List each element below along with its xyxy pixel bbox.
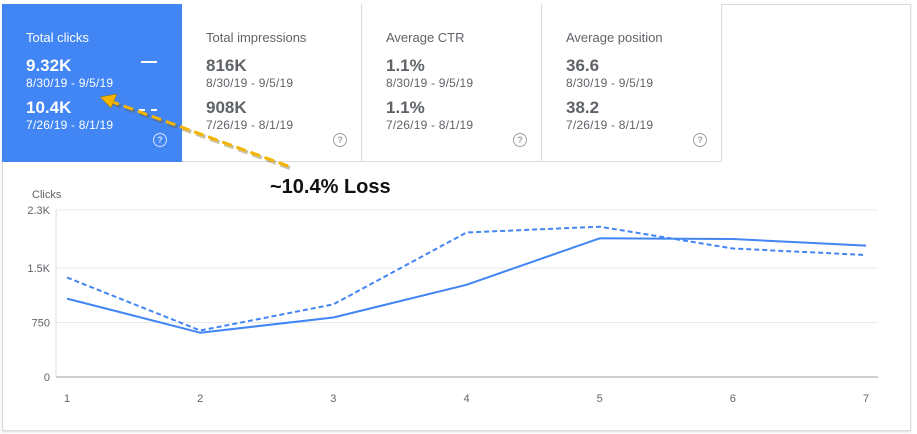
dashed-series-line: [66, 225, 867, 332]
card-label: Average CTR: [386, 30, 465, 45]
card-current-range: 8/30/19 - 9/5/19: [386, 76, 474, 90]
x-tick-labels: 1 2 3 4 5 6 7: [64, 393, 869, 405]
card-current-value: 9.32K: [26, 56, 72, 75]
x-tick-label: 1: [64, 393, 70, 405]
x-tick-label: 4: [463, 393, 469, 405]
card-total-impressions[interactable]: Total impressions 816K 8/30/19 - 9/5/19 …: [182, 4, 362, 162]
y-tick-label: 750: [32, 318, 50, 330]
card-previous-value: 38.2: [566, 98, 600, 117]
help-icon[interactable]: ?: [333, 133, 347, 147]
arrow-shaft: [109, 99, 289, 168]
help-icon[interactable]: ?: [513, 133, 527, 147]
card-label: Average position: [566, 30, 663, 45]
card-total-clicks[interactable]: Total clicks 9.32K 8/30/19 - 9/5/19 10.4…: [2, 4, 182, 162]
y-tick-label: 0: [44, 372, 50, 384]
card-label: Total clicks: [26, 30, 89, 45]
card-previous-value: 908K: [206, 98, 247, 117]
x-tick-label: 5: [597, 393, 603, 405]
card-previous-range: 7/26/19 - 8/1/19: [26, 118, 114, 132]
card-current-range: 8/30/19 - 9/5/19: [566, 76, 654, 90]
card-previous-range: 7/26/19 - 8/1/19: [566, 118, 654, 132]
x-tick-label: 2: [197, 393, 203, 405]
x-tick-label: 6: [730, 393, 736, 405]
card-current-range: 8/30/19 - 9/5/19: [206, 76, 294, 90]
dashed-line-legend: [139, 109, 157, 111]
loss-annotation: ~10.4% Loss: [270, 176, 391, 198]
y-tick-label: 2.3K: [27, 205, 50, 217]
help-icon[interactable]: ?: [693, 133, 707, 147]
x-tick-label: 7: [863, 393, 869, 405]
y-tick-labels: 0 750 1.5K 2.3K: [27, 205, 50, 384]
series-lines: [66, 225, 867, 334]
solid-series-line: [66, 237, 867, 334]
card-current-value: 816K: [206, 56, 247, 75]
card-average-ctr[interactable]: Average CTR 1.1% 8/30/19 - 9/5/19 1.1% 7…: [362, 4, 542, 162]
grid-lines: [55, 209, 878, 378]
loss-arrow: [99, 93, 291, 170]
card-previous-range: 7/26/19 - 8/1/19: [386, 118, 474, 132]
help-icon[interactable]: ?: [153, 133, 167, 147]
card-previous-value: 10.4K: [26, 98, 72, 117]
card-average-position[interactable]: Average position 36.6 8/30/19 - 9/5/19 3…: [542, 4, 722, 162]
y-axis-title: Clicks: [32, 189, 62, 201]
card-previous-range: 7/26/19 - 8/1/19: [206, 118, 294, 132]
arrow-head: [99, 93, 118, 109]
card-current-range: 8/30/19 - 9/5/19: [26, 76, 114, 90]
solid-line-legend: [141, 61, 157, 63]
card-current-value: 36.6: [566, 56, 600, 75]
x-tick-label: 3: [330, 393, 336, 405]
card-label: Total impressions: [206, 30, 307, 45]
y-tick-label: 1.5K: [27, 263, 50, 275]
card-previous-value: 1.1%: [386, 98, 425, 117]
card-current-value: 1.1%: [386, 56, 425, 75]
